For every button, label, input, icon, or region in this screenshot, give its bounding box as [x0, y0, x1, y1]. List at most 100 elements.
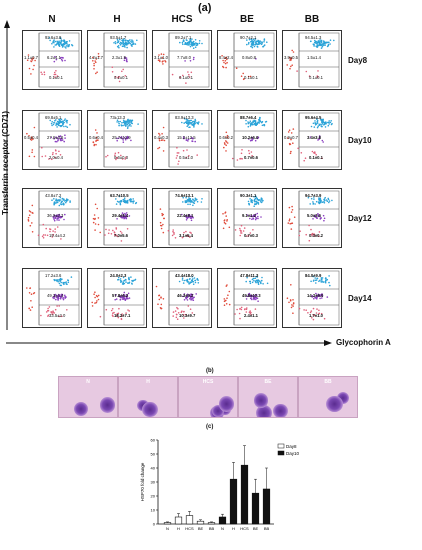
quadrant-lower-right-value: 0.3±0.2 — [309, 233, 323, 238]
quadrant-middle-right-value: 5.0±3.6 — [307, 213, 321, 218]
quadrant-lower-right-value: 33.5±2.0 — [49, 313, 66, 318]
quadrant-upper-right-value: 73±13.3 — [110, 115, 126, 120]
flow-panel-n-day10: 0.5±0.4 69.8±5.1 27.6±4.6 2.0±0.4 — [22, 110, 82, 170]
y-axis-arrow — [4, 20, 10, 330]
cell-image — [272, 403, 288, 417]
quadrant-upper-left-value: 8.4±2.4 — [219, 55, 233, 60]
quadrant-middle-right-value: 0.8±0.8 — [242, 55, 256, 60]
cell-image — [253, 393, 269, 408]
y-tick-label: 10 — [151, 508, 156, 513]
legend-swatch-day10 — [277, 450, 285, 456]
y-tick-label: 20 — [151, 494, 156, 499]
quadrant-upper-right-value: 92.6±3.8 — [45, 35, 62, 40]
x-tick-label: HCS — [240, 526, 249, 531]
y-tick-label: 60 — [151, 438, 156, 443]
column-header-n: N — [48, 14, 56, 25]
micrograph-label: H — [146, 379, 150, 385]
quadrant-lower-right-value: 2.0±0.4 — [49, 155, 63, 160]
flow-panel-hcs-day8: 3.1±1.0 89.2±7.1 7.7±8.0 0.1±0.1 — [152, 30, 212, 90]
quadrant-lower-right-value: 2.4±1.1 — [244, 313, 258, 318]
y-tick-label: 0 — [153, 522, 156, 527]
flow-panel-bb-day14: 84.0±9.9 14.2±9.0 1.7±1.0 — [282, 268, 342, 328]
quadrant-upper-right-value: 95.6±4.5 — [305, 115, 322, 120]
day-label-day14: Day14 — [348, 294, 372, 303]
panel-c-label: (c) — [206, 424, 214, 430]
micrograph-label: BB — [324, 379, 332, 385]
bar-day8 — [185, 515, 194, 525]
bar-day8 — [174, 516, 183, 525]
quadrant-middle-right-value: 27.6±4.6 — [47, 135, 64, 140]
y-tick-label: 30 — [151, 480, 156, 485]
flow-panel-be-day8: 8.4±2.4 90.7±2.1 0.8±0.8 0.1±0.1 — [217, 30, 277, 90]
micrograph-label: N — [86, 379, 90, 385]
quadrant-upper-right-value: 84.0±9.9 — [305, 273, 322, 278]
quadrant-upper-left-value: 0.5±0.4 — [24, 135, 38, 140]
micrograph-h: H — [118, 376, 178, 418]
quadrant-lower-right-value: 0.5±1.0 — [179, 155, 193, 160]
flow-panel-bb-day10: 0.9±0.7 95.6±4.5 3.4±3.8 0.1±0.1 — [282, 110, 342, 170]
y-axis-title: HSP70 fold change — [140, 462, 145, 501]
flow-panel-h-day8: 4.2±1.7 93.5±1.7 2.3±1.9 0.1±0.1 — [87, 30, 147, 90]
quadrant-upper-right-value: 69.8±5.1 — [45, 115, 62, 120]
flow-panel-n-day8: 1.1±0.7 92.6±3.8 6.2±4.1 0.1±0.1 — [22, 30, 82, 90]
column-header-hcs: HCS — [171, 14, 193, 25]
x-tick-label: N — [166, 526, 169, 531]
quadrant-lower-right-value: 0.7±0.6 — [244, 155, 258, 160]
quadrant-lower-right-value: 19.4±4.2 — [49, 233, 66, 238]
cell-image — [99, 397, 115, 413]
quadrant-middle-right-value: 49.9±10.3 — [242, 293, 261, 298]
quadrant-upper-right-value: 90.3±1.1 — [240, 193, 257, 198]
quadrant-upper-right-value: 89.2±7.1 — [175, 35, 192, 40]
x-tick-label: BE — [253, 526, 259, 531]
flow-panel-h-day14: 24.0±2.3 57.8±6.2 18.2±7.1 — [87, 268, 147, 328]
quadrant-middle-right-value: 57.8±6.2 — [112, 293, 129, 298]
quadrant-lower-right-value: 10.3±9.7 — [179, 313, 196, 318]
day-label-day8: Day8 — [348, 56, 368, 65]
quadrant-lower-right-value: 1.7±1.0 — [309, 313, 323, 318]
x-tick-label: BE — [198, 526, 204, 531]
quadrant-upper-right-value: 93.5±1.7 — [110, 35, 127, 40]
bar-day10 — [251, 492, 260, 525]
legend-label-day8: Day8 — [286, 444, 297, 449]
bar-day8 — [163, 522, 172, 525]
quadrant-lower-right-value: 0.1±0.1 — [179, 75, 193, 80]
quadrant-middle-right-value: 22.4±8.1 — [177, 213, 194, 218]
quadrant-upper-left-value: 0.9±0.7 — [284, 135, 298, 140]
quadrant-middle-right-value: 25.7±12.9 — [112, 135, 131, 140]
quadrant-upper-right-value: 17.2±3.6 — [45, 273, 62, 278]
quadrant-upper-right-value: 94.7±3.9 — [305, 193, 322, 198]
flow-panel-hcs-day12: 74.6±13.1 22.4±8.1 3.1±5.4 — [152, 188, 212, 248]
quadrant-middle-right-value: 2.3±1.9 — [112, 55, 126, 60]
quadrant-middle-right-value: 7.7±8.0 — [177, 55, 191, 60]
quadrant-lower-right-value: 0.1±0.1 — [309, 75, 323, 80]
flow-panel-be-day10: 0.6±0.2 88.7±6.4 10.2±6.0 0.7±0.6 — [217, 110, 277, 170]
quadrant-upper-right-value: 43.4±18.0 — [175, 273, 194, 278]
quadrant-middle-right-value: 15.2±12.5 — [177, 135, 196, 140]
quadrant-middle-right-value: 9.1±1.2 — [242, 213, 256, 218]
x-tick-label: H — [232, 526, 235, 531]
quadrant-lower-right-value: 0.1±0.1 — [114, 75, 128, 80]
day-label-day12: Day12 — [348, 214, 372, 223]
quadrant-upper-left-value: 3.9±0.5 — [284, 55, 298, 60]
cell-image — [212, 405, 225, 417]
quadrant-middle-right-value: 29.4±5.4 — [112, 213, 129, 218]
quadrant-middle-right-value: 10.2±6.0 — [242, 135, 259, 140]
micrograph-n: N — [58, 376, 118, 418]
quadrant-middle-right-value: 36.9±3.3 — [47, 213, 64, 218]
micrograph-label: BE — [264, 379, 272, 385]
quadrant-upper-left-value: 3.1±1.0 — [154, 55, 168, 60]
quadrant-lower-right-value: 0.6±0.3 — [114, 155, 128, 160]
cell-image — [218, 395, 235, 412]
column-header-bb: BB — [304, 14, 320, 25]
x-tick-label: N — [221, 526, 224, 531]
x-axis-arrow — [6, 340, 332, 346]
day-label-day10: Day10 — [348, 136, 372, 145]
column-header-be: BE — [240, 14, 254, 25]
quadrant-middle-right-value: 49.3±4.4 — [47, 293, 64, 298]
quadrant-middle-right-value: 46.3±9.2 — [177, 293, 194, 298]
flow-panel-be-day14: 47.8±11.3 49.9±10.3 2.4±1.1 — [217, 268, 277, 328]
quadrant-lower-right-value: 0.1±0.1 — [49, 75, 63, 80]
quadrant-upper-right-value: 43.8±7.2 — [45, 193, 62, 198]
quadrant-upper-left-value: 1.1±0.7 — [24, 55, 38, 60]
quadrant-lower-right-value: 0.1±0.1 — [309, 155, 323, 160]
